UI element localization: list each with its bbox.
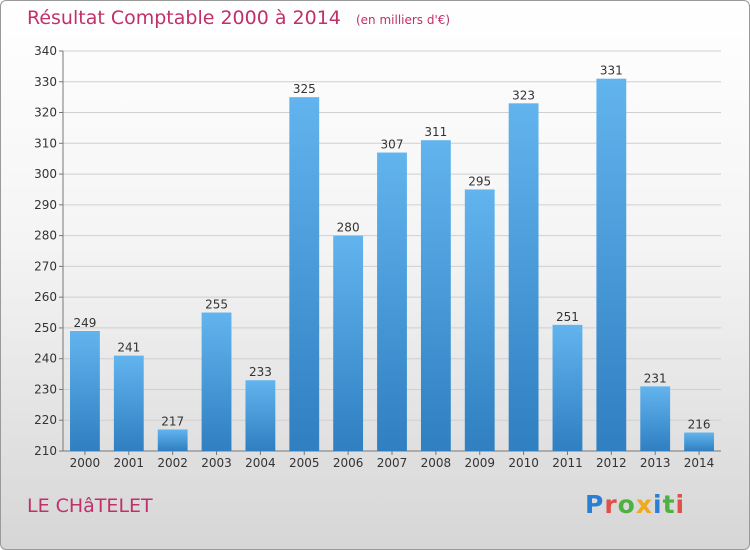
brand-letter: i xyxy=(675,490,686,519)
y-tick-label: 270 xyxy=(34,259,57,273)
bar-2003 xyxy=(201,312,232,451)
brand-letter: t xyxy=(662,490,676,519)
chart-subtitle: (en milliers d'€) xyxy=(355,13,451,27)
x-tick-label-2005: 2005 xyxy=(289,456,320,470)
brand-letter: o xyxy=(617,490,636,519)
value-label-2007: 307 xyxy=(381,138,404,152)
y-tick-label: 220 xyxy=(34,413,57,427)
value-label-2010: 323 xyxy=(512,88,535,102)
y-tick-label: 210 xyxy=(34,444,57,458)
y-tick-label: 300 xyxy=(34,167,57,181)
value-label-2001: 241 xyxy=(117,341,140,355)
x-tick-label-2006: 2006 xyxy=(333,456,364,470)
bar-2011 xyxy=(552,324,583,451)
y-tick-label: 240 xyxy=(34,352,57,366)
y-tick-label: 250 xyxy=(34,321,57,335)
x-tick-label-2009: 2009 xyxy=(464,456,495,470)
value-label-2004: 233 xyxy=(249,365,272,379)
x-tick-label-2007: 2007 xyxy=(377,456,408,470)
y-tick-label: 260 xyxy=(34,290,57,304)
y-tick-label: 280 xyxy=(34,229,57,243)
bar-2014 xyxy=(684,432,714,451)
bar-2005 xyxy=(289,97,320,452)
bar-2008 xyxy=(420,140,451,451)
bar-2007 xyxy=(377,152,407,452)
x-tick-label-2003: 2003 xyxy=(201,456,232,470)
y-tick-label: 330 xyxy=(34,75,57,89)
brand-logo: Proxiti xyxy=(585,490,685,519)
bar-2001 xyxy=(113,355,144,451)
x-tick-label-2001: 2001 xyxy=(114,456,145,470)
x-tick-label-2014: 2014 xyxy=(684,456,715,470)
value-label-2005: 325 xyxy=(293,82,316,96)
x-tick-label-2000: 2000 xyxy=(70,456,101,470)
bar-2002 xyxy=(157,429,188,451)
brand-letter: x xyxy=(635,490,653,519)
y-tick-label: 230 xyxy=(34,382,57,396)
title-row: Résultat Comptable 2000 à 2014 (en milli… xyxy=(27,7,450,29)
value-label-2011: 251 xyxy=(556,310,579,324)
y-tick-label: 290 xyxy=(34,198,57,212)
value-label-2014: 216 xyxy=(688,418,711,432)
value-label-2000: 249 xyxy=(73,316,96,330)
y-tick-label: 310 xyxy=(34,136,57,150)
bar-2010 xyxy=(508,103,539,452)
value-label-2013: 231 xyxy=(644,371,667,385)
chart-title: Résultat Comptable 2000 à 2014 xyxy=(27,7,341,29)
value-label-2006: 280 xyxy=(337,221,360,235)
x-tick-label-2008: 2008 xyxy=(421,456,452,470)
value-label-2008: 311 xyxy=(424,125,447,139)
bar-2012 xyxy=(596,78,627,451)
bar-2006 xyxy=(333,235,364,451)
bar-2013 xyxy=(640,386,671,451)
y-tick-label: 340 xyxy=(34,44,57,58)
value-label-2012: 331 xyxy=(600,64,623,78)
value-label-2002: 217 xyxy=(161,414,184,428)
x-tick-label-2013: 2013 xyxy=(640,456,671,470)
bar-2004 xyxy=(245,380,276,451)
value-label-2009: 295 xyxy=(468,174,491,188)
brand-letter: r xyxy=(604,490,618,519)
brand-letter: i xyxy=(653,490,663,519)
value-label-2003: 255 xyxy=(205,298,228,312)
x-tick-label-2004: 2004 xyxy=(245,456,276,470)
brand-letter: P xyxy=(585,490,605,519)
x-tick-label-2011: 2011 xyxy=(552,456,583,470)
commune-name: LE CHâTELET xyxy=(27,495,153,517)
bar-2009 xyxy=(464,189,495,451)
x-tick-label-2010: 2010 xyxy=(508,456,539,470)
x-tick-label-2002: 2002 xyxy=(157,456,188,470)
y-tick-label: 320 xyxy=(34,106,57,120)
x-tick-label-2012: 2012 xyxy=(596,456,627,470)
bar-2000 xyxy=(70,331,100,451)
